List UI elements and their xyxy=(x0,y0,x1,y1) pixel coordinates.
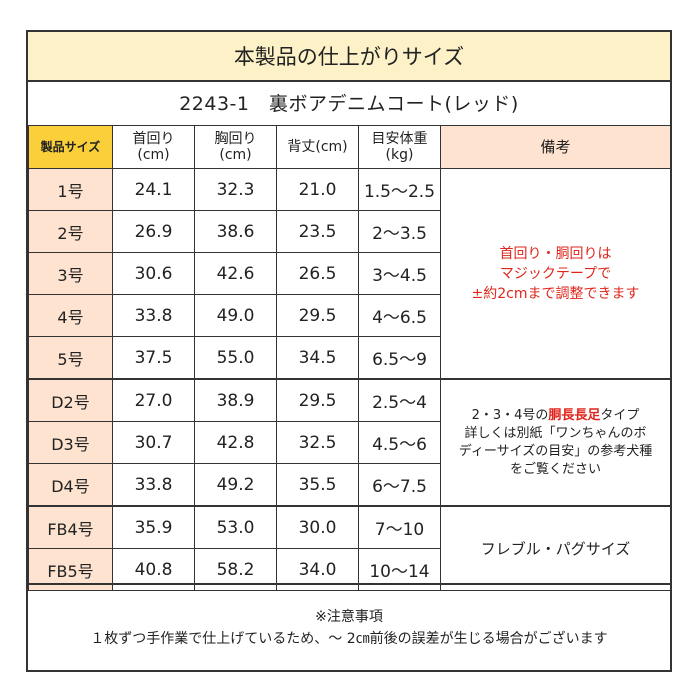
weight-cell: 4.5〜6 xyxy=(358,421,441,464)
neck-cell: 30.7 xyxy=(112,421,195,464)
back-cell: 32.5 xyxy=(276,421,359,464)
size-header: 製品サイズ xyxy=(28,125,113,169)
chest-cell: 42.8 xyxy=(194,421,277,464)
table-row: D2号 27.0 38.9 29.5 2.5〜4 2・3・4号の胴長長足タイプ … xyxy=(28,378,671,507)
size-cell: D4号 xyxy=(28,463,113,507)
weight-header-label: 目安体重 xyxy=(371,131,428,147)
size-cell: 1号 xyxy=(28,168,113,211)
note-frenchie-pug: フレブル・パグサイズ xyxy=(440,505,671,591)
chest-header-unit: (cm) xyxy=(219,147,252,163)
note-adjustable-line-2: マジックテープで xyxy=(499,265,612,282)
back-cell: 29.5 xyxy=(276,294,359,337)
chest-cell: 49.2 xyxy=(194,463,277,507)
note-adjustable: 首回り・胴回りは マジックテープで ±約2cmまで調整できます xyxy=(440,168,671,380)
note-adjustable-line-1: 首回り・胴回りは xyxy=(499,245,612,262)
table-row: 2号 26.9 38.6 23.5 2〜3.5 xyxy=(28,210,671,253)
chest-header: 胸回り (cm) xyxy=(194,125,277,169)
note-long-body-line-1: 2・3・4号の胴長長足タイプ xyxy=(441,407,670,425)
weight-cell: 7〜10 xyxy=(358,505,441,549)
weight-cell: 6.5〜9 xyxy=(358,336,441,380)
weight-cell: 2.5〜4 xyxy=(358,378,441,422)
note-long-body-line-3: ディーサイズの目安」の参考犬種 xyxy=(458,443,653,459)
table-row: D3号 30.7 42.8 32.5 4.5〜6 xyxy=(28,421,671,464)
back-cell: 26.5 xyxy=(276,252,359,295)
chest-cell: 55.0 xyxy=(194,336,277,380)
chart-title: 本製品の仕上がりサイズ xyxy=(28,32,670,82)
neck-header-label: 首回り xyxy=(132,131,175,147)
table-header-row: 製品サイズ 首回り (cm) 胸回り (cm) 背丈(cm) 目安体重 (kg)… xyxy=(28,125,671,169)
note-long-body-prefix: 2・3・4号の xyxy=(471,407,549,423)
back-cell: 23.5 xyxy=(276,210,359,253)
table-row: 1号 24.1 32.3 21.0 1.5〜2.5 首回り・胴回りは マジックテ… xyxy=(28,168,671,380)
note-long-body-suffix: タイプ xyxy=(600,407,640,423)
caution-notice: ※注意事項 １枚ずつ手作業で仕上げているため、～ 2㎝前後の誤差が生じる場合がご… xyxy=(28,583,670,670)
neck-header: 首回り (cm) xyxy=(112,125,195,169)
size-cell: D3号 xyxy=(28,421,113,464)
chest-cell: 32.3 xyxy=(194,168,277,211)
neck-cell: 30.6 xyxy=(112,252,195,295)
back-cell: 34.5 xyxy=(276,336,359,380)
back-header: 背丈(cm) xyxy=(276,125,359,169)
weight-cell: 3〜4.5 xyxy=(358,252,441,295)
neck-header-unit: (cm) xyxy=(137,147,170,163)
neck-cell: 27.0 xyxy=(112,378,195,422)
neck-cell: 24.1 xyxy=(112,168,195,211)
chest-cell: 42.6 xyxy=(194,252,277,295)
caution-text: １枚ずつ手作業で仕上げているため、～ 2㎝前後の誤差が生じる場合がございます xyxy=(90,630,608,647)
product-name: 2243-1 裏ボアデニムコート(レッド) xyxy=(28,80,670,127)
note-long-body-line-4: をご覧ください xyxy=(509,461,601,477)
note-long-body-line-2: 詳しくは別紙「ワンちゃんのボ xyxy=(464,425,647,441)
size-cell: 2号 xyxy=(28,210,113,253)
table-row: 4号 33.8 49.0 29.5 4〜6.5 xyxy=(28,294,671,337)
weight-cell: 2〜3.5 xyxy=(358,210,441,253)
back-cell: 21.0 xyxy=(276,168,359,211)
neck-cell: 35.9 xyxy=(112,505,195,549)
caution-heading: ※注意事項 xyxy=(315,608,383,625)
back-cell: 30.0 xyxy=(276,505,359,549)
chest-cell: 53.0 xyxy=(194,505,277,549)
neck-cell: 37.5 xyxy=(112,336,195,380)
size-cell: FB4号 xyxy=(28,505,113,549)
size-cell: 4号 xyxy=(28,294,113,337)
table-row: FB4号 35.9 53.0 30.0 7〜10 フレブル・パグサイズ xyxy=(28,505,671,591)
size-chart: 本製品の仕上がりサイズ 2243-1 裏ボアデニムコート(レッド) 製品サイズ … xyxy=(26,30,672,672)
weight-cell: 6〜7.5 xyxy=(358,463,441,507)
size-cell: 5号 xyxy=(28,336,113,380)
notes-header: 備考 xyxy=(440,125,671,169)
chest-header-label: 胸回り xyxy=(214,131,257,147)
chest-cell: 38.6 xyxy=(194,210,277,253)
back-cell: 35.5 xyxy=(276,463,359,507)
size-table: 製品サイズ 首回り (cm) 胸回り (cm) 背丈(cm) 目安体重 (kg)… xyxy=(28,125,671,591)
table-row: D4号 33.8 49.2 35.5 6〜7.5 xyxy=(28,463,671,507)
size-cell: 3号 xyxy=(28,252,113,295)
chest-cell: 38.9 xyxy=(194,378,277,422)
neck-cell: 26.9 xyxy=(112,210,195,253)
chest-cell: 49.0 xyxy=(194,294,277,337)
neck-cell: 33.8 xyxy=(112,294,195,337)
table-row: 5号 37.5 55.0 34.5 6.5〜9 xyxy=(28,336,671,380)
table-row: 3号 30.6 42.6 26.5 3〜4.5 xyxy=(28,252,671,295)
back-cell: 29.5 xyxy=(276,378,359,422)
note-long-body: 2・3・4号の胴長長足タイプ 詳しくは別紙「ワンちゃんのボ ディーサイズの目安」… xyxy=(440,378,671,507)
neck-cell: 33.8 xyxy=(112,463,195,507)
weight-header-unit: (kg) xyxy=(385,147,414,163)
note-adjustable-line-3: ±約2cmまで調整できます xyxy=(471,285,640,302)
note-long-body-highlight: 胴長長足 xyxy=(548,407,601,423)
weight-cell: 1.5〜2.5 xyxy=(358,168,441,211)
size-cell: D2号 xyxy=(28,378,113,422)
weight-cell: 4〜6.5 xyxy=(358,294,441,337)
weight-header: 目安体重 (kg) xyxy=(358,125,441,169)
